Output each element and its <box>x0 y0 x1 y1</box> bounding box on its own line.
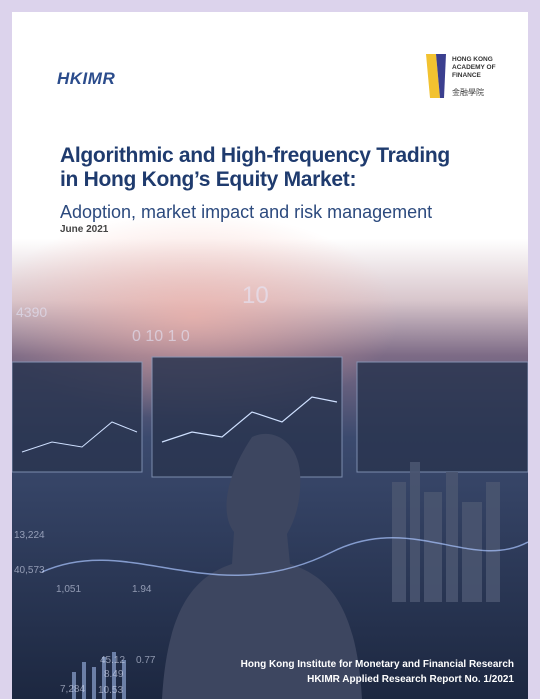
image-figure: 0.77 <box>136 655 155 666</box>
cover: HKIMR HONG KONG ACADEMY OF FINANCE 金融學院 … <box>12 12 528 699</box>
image-figure: 45.12 <box>100 655 125 666</box>
image-figure: 40,573 <box>14 565 45 576</box>
image-figure: 8.49 <box>104 669 123 680</box>
title-line: in Hong Kong’s Equity Market: <box>60 168 356 192</box>
footer-report: HKIMR Applied Research Report No. 1/2021 <box>307 674 514 685</box>
date: June 2021 <box>60 224 108 235</box>
image-figure: 10 <box>242 282 269 310</box>
hkimr-logo: HKIMR <box>57 69 115 89</box>
aof-logo: HONG KONG ACADEMY OF FINANCE <box>452 56 512 80</box>
image-figure: 1.94 <box>132 584 151 595</box>
title-line: Algorithmic and High-frequency Trading <box>60 144 450 168</box>
image-figure: 10.53 <box>98 685 123 696</box>
image-figure: 1,051 <box>56 584 81 595</box>
aof-logo-mark <box>426 54 450 98</box>
image-figure: 4390 <box>16 304 47 320</box>
image-figure: 0 10 1 0 <box>132 328 190 346</box>
image-figure: 13,224 <box>14 530 45 541</box>
footer-institute: Hong Kong Institute for Monetary and Fin… <box>241 659 514 670</box>
page: {"header": {"left_logo": "HKIMR", "right… <box>0 0 540 699</box>
cover-photo <box>12 12 528 699</box>
subtitle: Adoption, market impact and risk managem… <box>60 202 432 223</box>
aof-logo-chinese: 金融學院 <box>452 87 484 98</box>
image-figure: 7,284 <box>60 684 85 695</box>
